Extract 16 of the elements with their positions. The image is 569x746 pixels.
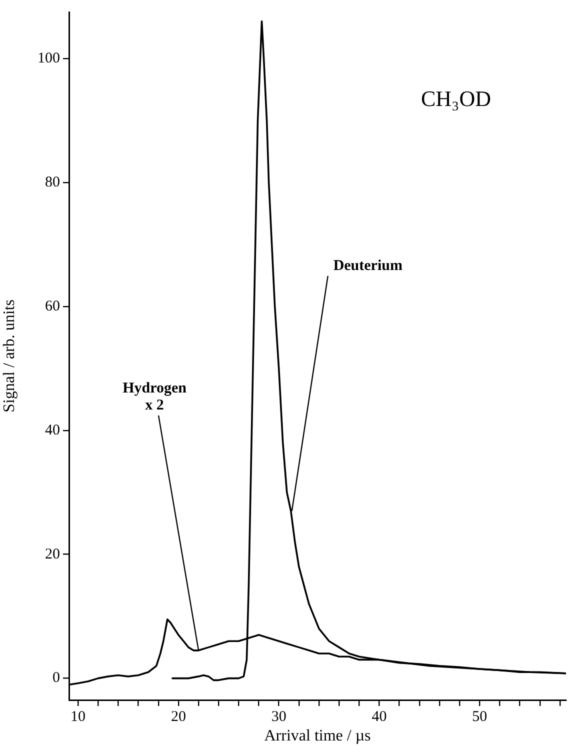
x-tick-label: 50 xyxy=(472,708,488,725)
x-tick-label: 10 xyxy=(70,708,86,725)
y-axis-title: Signal / arb. units xyxy=(0,300,18,412)
x-tick-label: 30 xyxy=(271,708,286,725)
y-tick-label: 40 xyxy=(45,422,60,438)
annotation: Deuterium xyxy=(333,258,403,274)
y-tick-label: 0 xyxy=(52,670,60,686)
y-tick-label: 80 xyxy=(45,174,60,190)
y-tick-label: 60 xyxy=(45,298,60,314)
y-tick-label: 20 xyxy=(45,546,60,562)
y-tick-label: 100 xyxy=(38,50,60,66)
x-axis-title: Arrival time / µs xyxy=(264,728,371,745)
x-tick-label: 40 xyxy=(372,708,387,725)
annotation: Hydrogen x 2 xyxy=(122,380,188,414)
x-tick-label: 20 xyxy=(170,708,186,725)
annotation: CH₃OD xyxy=(420,86,492,111)
